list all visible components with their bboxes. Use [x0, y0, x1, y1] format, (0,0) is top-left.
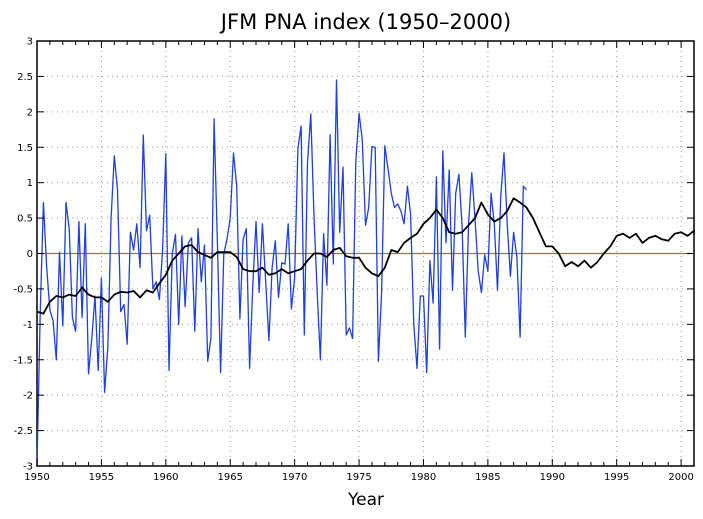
grid	[37, 41, 694, 466]
y-tick-label: 1.5	[17, 143, 33, 154]
y-tick-label: -1.5	[13, 355, 33, 366]
x-tick-label: 1990	[540, 472, 565, 483]
y-tick-label: 1	[27, 178, 33, 189]
x-tick-label: 1950	[24, 472, 49, 483]
x-tick-label: 1995	[604, 472, 629, 483]
y-tick-label: -2.5	[13, 426, 33, 437]
chart-title: JFM PNA index (1950–2000)	[219, 10, 511, 34]
x-axis-label: Year	[347, 490, 384, 510]
y-tick-label: -2	[23, 391, 33, 402]
y-tick-label: 0	[27, 249, 33, 260]
x-tick-label: 2000	[668, 472, 693, 483]
x-tick-label: 1955	[89, 472, 114, 483]
x-tick-label: 1960	[153, 472, 178, 483]
y-ticks: -3 -2.5 -2 -1.5 -1 -0.5 0 0.5 1 1.5 2 2.5 3	[13, 37, 694, 473]
series-group	[36, 79, 695, 467]
y-tick-label: 3	[27, 37, 33, 48]
x-tick-label: 1985	[475, 472, 500, 483]
y-tick-label: 2.5	[17, 72, 33, 83]
x-tick-label: 1980	[411, 472, 436, 483]
y-tick-label: -1	[23, 320, 33, 331]
y-tick-label: 2	[27, 107, 33, 118]
x-tick-label: 1975	[346, 472, 371, 483]
y-tick-label: 0.5	[17, 214, 33, 225]
x-ticks: 1950 1955 1960 1965 1970 1975 1980 1985 1990 1995…	[24, 41, 694, 483]
x-tick-label: 1965	[218, 472, 243, 483]
y-tick-label: -0.5	[13, 284, 33, 295]
smoothed-index-line	[36, 197, 695, 315]
y-tick-label: -3	[23, 462, 33, 473]
x-tick-label: 1970	[282, 472, 307, 483]
monthly-index-line	[36, 79, 527, 467]
